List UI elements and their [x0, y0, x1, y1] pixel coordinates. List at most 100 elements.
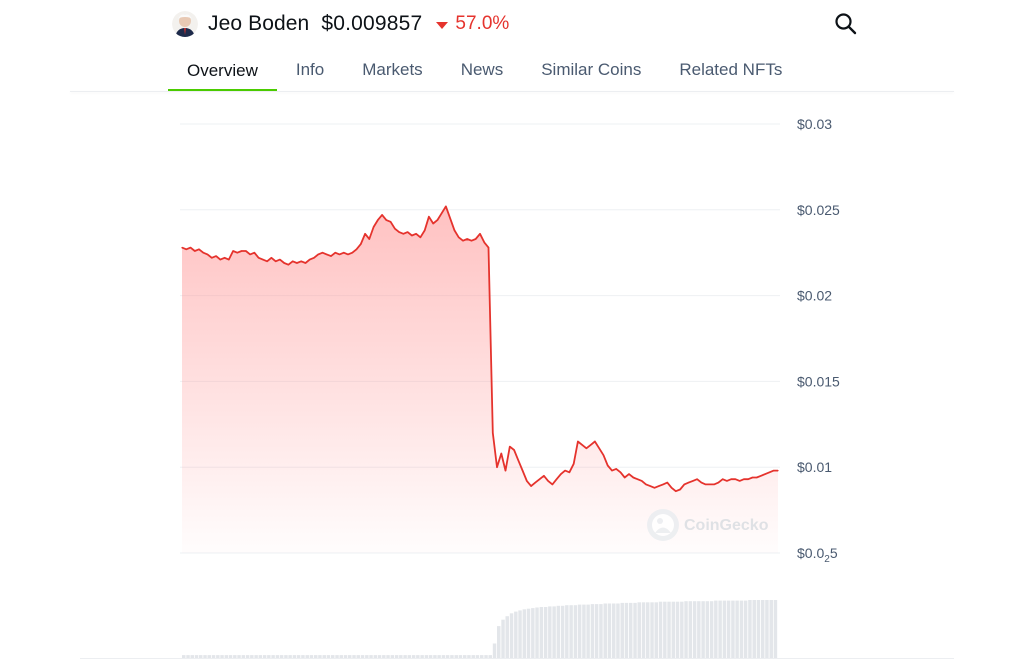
volume-bar [314, 655, 318, 658]
y-tick-label: $0.025 [797, 545, 838, 565]
price-point [279, 259, 281, 261]
volume-bar [216, 655, 220, 658]
price-point [219, 259, 221, 261]
volume-bar [441, 655, 446, 658]
price-point [360, 243, 362, 245]
price-point [236, 252, 238, 254]
volume-bar [671, 601, 676, 658]
volume-bar [569, 605, 573, 658]
volume-bar [386, 655, 390, 658]
y-axis: $0.03 $0.025 $0.02 $0.015 $0.01 $0.025 [797, 116, 840, 565]
volume-bar [182, 655, 186, 658]
price-point [513, 449, 515, 451]
price-point [206, 253, 209, 255]
price-point [424, 229, 426, 231]
volume-bar [326, 655, 331, 658]
volume-bar [220, 655, 224, 658]
price-point [666, 482, 668, 484]
price-change-value: 57.0% [455, 13, 510, 34]
volume-bar [692, 601, 697, 658]
price-point [577, 440, 579, 443]
price-point [713, 483, 715, 485]
watermark-text: CoinGecko [684, 517, 769, 534]
volume-bar [680, 601, 684, 658]
volume-bar [186, 655, 190, 658]
volume-bar [279, 655, 284, 658]
price-point [249, 253, 251, 255]
volume-bar [675, 601, 680, 658]
volume-bar [761, 600, 765, 658]
price-point [598, 447, 600, 449]
volume-bar [428, 655, 433, 658]
price-point [479, 233, 481, 235]
volume-bar [526, 608, 531, 658]
volume-bar [518, 610, 522, 658]
volume-bar [305, 655, 309, 658]
volume-bar [607, 603, 612, 658]
volume-bar [296, 655, 301, 658]
price-point [607, 464, 609, 467]
volume-bar [590, 604, 595, 658]
tab-similar-coins[interactable]: Similar Coins [541, 60, 642, 79]
volume-bar [309, 655, 314, 658]
price-points [181, 205, 779, 492]
price-point [381, 214, 383, 216]
price-point [611, 470, 613, 472]
volume-bar [365, 655, 369, 658]
volume-bar [573, 605, 578, 658]
volume-bar [194, 655, 199, 658]
volume-bar [458, 655, 463, 658]
price-area [182, 206, 778, 553]
bottom-rule [80, 658, 954, 659]
price-point [407, 231, 409, 233]
price-point [326, 253, 328, 255]
search-icon[interactable] [834, 12, 858, 36]
price-point [764, 473, 766, 475]
price-point [692, 480, 694, 482]
price-point [551, 483, 554, 485]
price-point [338, 253, 341, 255]
volume-bar [199, 655, 203, 658]
price-point [390, 221, 392, 223]
volume-bar [254, 655, 258, 658]
tab-news[interactable]: News [460, 60, 504, 79]
volume-bar [505, 616, 509, 658]
price-point [385, 219, 387, 221]
tab-info[interactable]: Info [295, 60, 325, 79]
tab-markets[interactable]: Markets [362, 60, 423, 79]
y-tick-label: $0.02 [797, 288, 832, 304]
tab-overview[interactable]: Overview [168, 50, 277, 92]
coin-title-row: Jeo Boden $0.009857 57.0% [172, 8, 509, 40]
volume-bar [339, 655, 343, 658]
price-point [739, 480, 741, 482]
volume-bar [552, 606, 556, 658]
tab-related-nfts[interactable]: Related NFTs [679, 60, 783, 79]
volume-bar [211, 655, 216, 658]
tab-divider [70, 91, 954, 92]
price-point [543, 475, 545, 477]
price-point [573, 463, 575, 465]
volume-bar [599, 604, 603, 658]
price-point [189, 247, 192, 249]
volume-bar [352, 655, 356, 658]
price-point [343, 252, 345, 254]
volume-bar [394, 655, 399, 658]
price-point [734, 478, 737, 480]
price-point [487, 247, 490, 249]
volume-bar [739, 600, 744, 658]
volume-bar [373, 655, 378, 658]
volume-bar [714, 600, 718, 658]
volume-bar [539, 607, 544, 658]
price-point [517, 459, 519, 461]
price-point [760, 475, 762, 477]
volume-bar [377, 655, 382, 658]
volume-bar [646, 602, 650, 658]
price-point [262, 259, 264, 261]
price-point [453, 229, 456, 231]
price-point [215, 255, 217, 257]
volume-bar [420, 655, 424, 658]
volume-bar [454, 655, 458, 658]
volume-bar [403, 655, 407, 658]
volume-bar [233, 655, 237, 658]
